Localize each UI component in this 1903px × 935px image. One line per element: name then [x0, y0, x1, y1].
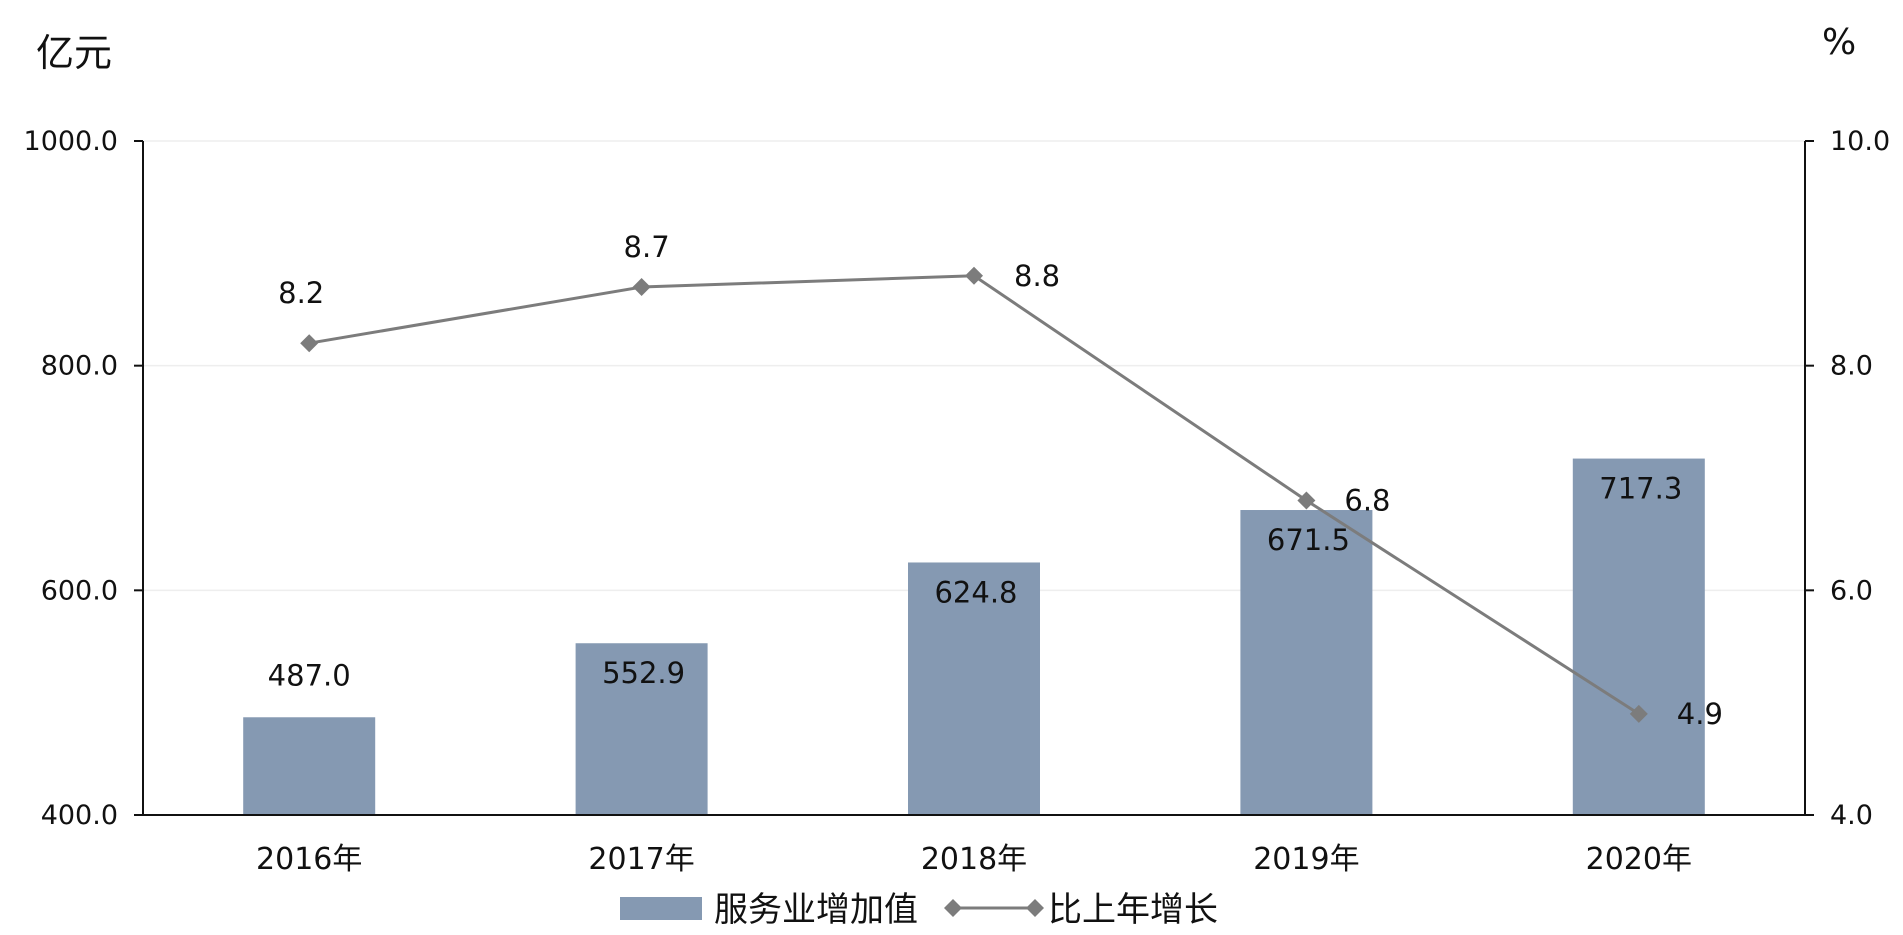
- bar: [908, 562, 1040, 815]
- bar: [575, 643, 708, 815]
- line-value-label: 8.7: [624, 230, 670, 264]
- axes: 400.0 600.0 800.0 1000.0 4.0 6.0 8.0 10.0 2016年 2…: [24, 126, 1891, 877]
- bar-value-label: 717.3: [1599, 472, 1682, 506]
- legend-line-marker: [1026, 899, 1044, 917]
- left-tick-label: 400.0: [41, 800, 118, 831]
- right-axis-unit: %: [1822, 22, 1857, 63]
- left-axis-unit: 亿元: [36, 31, 113, 75]
- bar-value-label: 671.5: [1267, 523, 1350, 557]
- right-tick-label: 4.0: [1830, 800, 1873, 831]
- category-label: 2018年: [921, 842, 1027, 877]
- bar: [243, 717, 376, 815]
- bar-series: [243, 458, 1705, 815]
- category-label: 2020年: [1586, 842, 1692, 877]
- right-tick-label: 10.0: [1830, 126, 1890, 157]
- line-value-label: 8.2: [278, 276, 324, 310]
- line-series: [300, 266, 1648, 723]
- legend: 服务业增加值 比上年增长: [620, 890, 1218, 930]
- line-marker: [1629, 704, 1648, 723]
- bar: [1240, 510, 1373, 815]
- line-marker: [632, 278, 651, 297]
- line-value-label: 8.8: [1014, 259, 1060, 293]
- category-label: 2017年: [588, 842, 694, 877]
- line-marker: [965, 266, 983, 285]
- line-value-label: 6.8: [1344, 483, 1390, 517]
- line-value-label: 4.9: [1677, 697, 1723, 731]
- bar: [1572, 458, 1705, 815]
- gridlines: [143, 140, 1805, 592]
- legend-line-label: 比上年增长: [1048, 890, 1218, 930]
- legend-bar-label: 服务业增加值: [714, 890, 918, 930]
- right-tick-label: 8.0: [1830, 351, 1873, 382]
- bar-value-label: 552.9: [602, 656, 685, 690]
- bar-value-label: 624.8: [934, 575, 1017, 609]
- left-tick-label: 1000.0: [24, 126, 118, 157]
- line-marker: [300, 334, 319, 353]
- category-label: 2019年: [1253, 842, 1359, 877]
- category-label: 2016年: [256, 842, 362, 877]
- legend-bar-swatch: [620, 897, 702, 920]
- left-tick-label: 600.0: [41, 575, 118, 606]
- legend-line-marker: [944, 899, 962, 917]
- left-tick-label: 800.0: [41, 351, 118, 382]
- line-marker: [1297, 491, 1316, 510]
- right-tick-label: 6.0: [1830, 575, 1873, 606]
- bar-value-label: 487.0: [268, 658, 351, 692]
- data-labels: 487.0 552.9 624.8 671.5 717.3 8.2 8.7 8.8 6.8 4.9: [268, 230, 1723, 731]
